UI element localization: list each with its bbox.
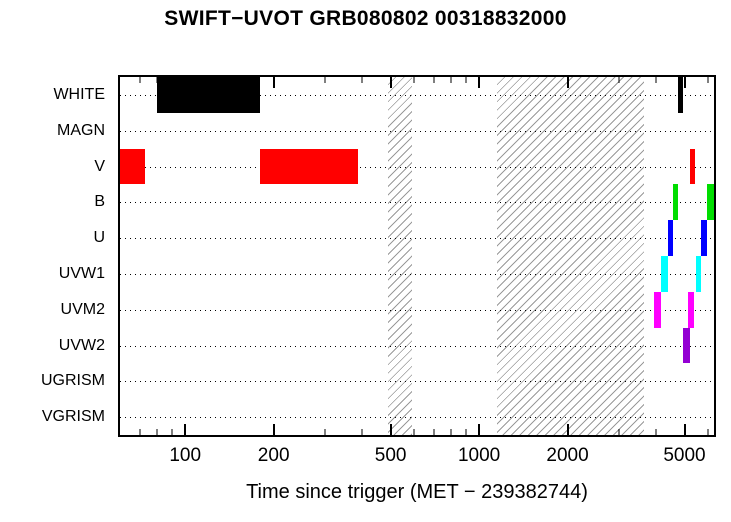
exposure-bar-v xyxy=(260,148,359,185)
x-axis-title: Time since trigger (MET − 239382744) xyxy=(246,481,588,503)
x-axis-minor-tick xyxy=(413,429,415,435)
x-axis-major-tick xyxy=(272,424,275,435)
x-axis-tick-labels: 100 200 500 1000 2000 5000 xyxy=(120,445,714,469)
hatched-gap-region xyxy=(496,77,645,435)
exposure-bar-uvw1 xyxy=(660,256,668,292)
y-axis-label-uvm2: UVM2 xyxy=(60,300,105,318)
x-axis-minor-tick xyxy=(139,77,141,83)
row-dotted-gridline xyxy=(120,309,714,311)
plot-area xyxy=(118,75,716,437)
x-axis-minor-tick xyxy=(171,429,173,435)
row-dotted-gridline xyxy=(120,202,714,204)
row-dotted-gridline xyxy=(120,345,714,347)
exposure-bar-v xyxy=(120,148,146,185)
x-axis-major-tick xyxy=(566,77,569,88)
x-axis-minor-tick xyxy=(433,429,435,435)
x-axis-minor-tick xyxy=(324,77,326,83)
x-axis-major-tick xyxy=(272,77,275,88)
x-axis-minor-tick xyxy=(450,429,452,435)
y-axis-labels: WHITE MAGN V B U UVW1 UVM2 UVW2 UGRISM VGRISM xyxy=(0,77,112,435)
x-axis-major-tick xyxy=(683,424,686,435)
x-axis-major-tick xyxy=(566,424,569,435)
row-dotted-gridline xyxy=(120,381,714,383)
x-axis-minor-tick xyxy=(361,77,363,83)
x-axis-major-tick xyxy=(389,77,392,88)
x-tick-label: 500 xyxy=(374,445,407,466)
x-axis-major-tick xyxy=(478,77,481,88)
x-tick-label: 100 xyxy=(169,445,202,466)
x-axis-minor-tick xyxy=(655,77,657,83)
x-tick-label: 2000 xyxy=(546,445,589,466)
x-axis-minor-tick xyxy=(433,77,435,83)
y-axis-label-white: WHITE xyxy=(53,85,105,103)
row-dotted-gridline xyxy=(120,273,714,275)
row-dotted-gridline xyxy=(120,130,714,132)
exposure-bar-v xyxy=(689,148,696,185)
x-axis-minor-tick xyxy=(707,429,709,435)
x-axis-minor-tick xyxy=(361,429,363,435)
x-axis-major-tick xyxy=(184,77,187,88)
exposure-bar-white xyxy=(678,77,684,113)
row-dotted-gridline xyxy=(120,238,714,240)
y-axis-label-uvw2: UVW2 xyxy=(58,336,105,354)
row-dotted-gridline xyxy=(120,94,714,96)
y-axis-label-u: U xyxy=(93,229,105,247)
y-axis-label-ugrism: UGRISM xyxy=(41,372,105,390)
y-axis-label-v: V xyxy=(94,157,105,175)
x-axis-minor-tick xyxy=(618,77,620,83)
x-axis-minor-tick xyxy=(618,429,620,435)
row-dotted-gridline xyxy=(120,417,714,419)
x-axis-minor-tick xyxy=(413,77,415,83)
x-axis-minor-tick xyxy=(156,77,158,83)
exposure-bar-white xyxy=(156,77,261,113)
x-axis-minor-tick xyxy=(707,77,709,83)
x-tick-label: 200 xyxy=(257,445,290,466)
x-axis-minor-tick xyxy=(465,429,467,435)
exposure-bar-b xyxy=(673,184,679,221)
y-axis-label-uvw1: UVW1 xyxy=(58,264,105,282)
row-dotted-gridline xyxy=(120,166,714,168)
exposure-bar-u xyxy=(667,220,674,256)
x-axis-major-tick xyxy=(389,424,392,435)
x-axis-minor-tick xyxy=(156,429,158,435)
x-axis-minor-tick xyxy=(324,429,326,435)
x-axis-major-tick xyxy=(184,424,187,435)
y-axis-label-vgrism: VGRISM xyxy=(41,408,105,426)
x-axis-minor-tick xyxy=(139,429,141,435)
x-axis-minor-tick xyxy=(171,77,173,83)
x-axis-minor-tick xyxy=(655,429,657,435)
exposure-bar-uvw2 xyxy=(683,327,690,364)
exposure-bar-uvm2 xyxy=(688,291,695,328)
plot-title: SWIFT−UVOT GRB080802 00318832000 xyxy=(164,7,567,30)
x-axis-minor-tick xyxy=(465,77,467,83)
exposure-bar-uvw1 xyxy=(695,256,701,292)
x-tick-label: 5000 xyxy=(663,445,706,466)
exposure-bar-b xyxy=(706,184,714,221)
y-axis-label-b: B xyxy=(94,193,105,211)
x-axis-major-tick xyxy=(478,424,481,435)
y-axis-label-magn: MAGN xyxy=(57,121,105,139)
exposure-bar-u xyxy=(701,220,707,256)
x-axis-minor-tick xyxy=(450,77,452,83)
exposure-bar-uvm2 xyxy=(653,291,661,328)
x-axis-major-tick xyxy=(683,77,686,88)
x-tick-label: 1000 xyxy=(457,445,501,466)
